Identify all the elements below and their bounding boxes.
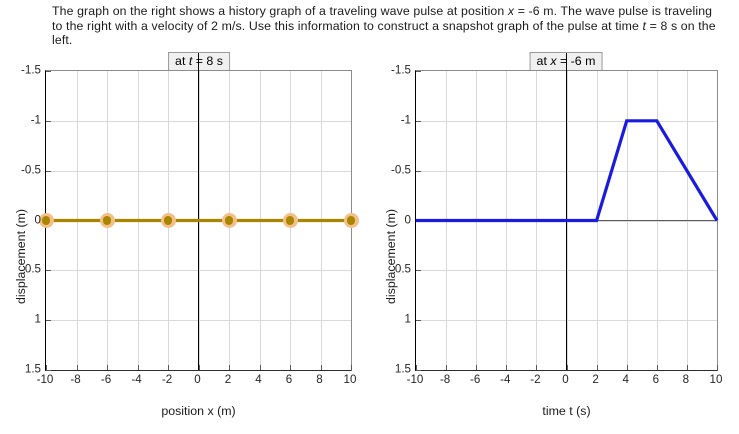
history-xaxis-title: time t (s) [542,404,591,418]
yaxis-tick-mark [416,71,421,72]
xaxis-tick-label: 10 [343,373,357,386]
xaxis-tick-mark [476,365,478,370]
yaxis-tick-label: -1.5 [391,63,411,77]
yaxis-tick-label: -0.5 [391,163,411,177]
xaxis-tick-label: -10 [406,373,424,386]
xaxis-tick-mark [198,365,200,370]
yaxis-tick-label: 1 [404,312,411,326]
history-plot-area[interactable] [415,53,719,371]
xaxis-tick-label: -6 [100,373,112,386]
yaxis-tick-label: 1 [34,312,41,326]
yaxis-tick-label: -1 [30,113,41,127]
yaxis-tick-mark [416,370,421,371]
draggable-data-point[interactable] [282,213,298,228]
problem-text-part3: = 8 s on the left. [52,18,716,48]
xaxis-tick-mark [107,365,108,370]
variable-t: t [642,18,647,33]
xaxis-tick-label: 4 [255,373,262,386]
draggable-data-point[interactable] [99,213,115,228]
yaxis-tick-mark [46,320,51,322]
xaxis-tick-label: 2 [224,373,232,386]
snapshot-plot-area[interactable] [38,53,359,371]
xaxis-tick-label: -8 [439,373,451,386]
yaxis-tick-label: -1.5 [21,63,41,77]
xaxis-tick-mark [259,365,261,370]
yaxis-tick-label: 0 [404,213,411,226]
callout-suffix: = 8 s [192,54,223,68]
xaxis-tick-label: 8 [682,373,690,386]
xaxis-tick-label: -2 [161,373,173,386]
problem-text-part1: The graph on the right shows a history g… [52,4,508,18]
xaxis-tick-mark [446,365,448,370]
yaxis-tick-mark [46,270,51,272]
xaxis-tick-mark [717,365,718,370]
callout-variable: x [550,54,557,68]
xaxis-tick-label: -10 [36,373,54,386]
xaxis-tick-mark [536,365,538,370]
yaxis-tick-mark [416,320,421,322]
yaxis-tick-label: 0.5 [394,262,411,276]
yaxis-tick-label: -0.5 [21,163,41,177]
xaxis-tick-label: 4 [622,373,629,386]
yaxis-tick-mark [46,170,51,172]
draggable-data-point[interactable] [221,213,237,228]
xaxis-tick-label: -4 [131,373,142,386]
xaxis-tick-label: 6 [652,373,660,386]
xaxis-tick-label: -4 [500,373,511,386]
draggable-data-point[interactable] [160,213,176,228]
xaxis-tick-label: -8 [70,373,81,386]
xaxis-tick-mark [626,365,628,370]
variable-x: x [507,4,515,18]
yaxis-tick-mark [46,370,51,371]
xaxis-tick-label: 8 [316,373,323,386]
snapshot-series-layer [46,218,351,223]
yaxis-tick-mark [46,71,51,72]
snapshot-xaxis-title: position x (m) [161,404,236,418]
yaxis-tick-label: 1.5 [394,362,411,376]
xaxis-tick-mark [656,365,658,370]
xaxis-tick-mark [229,365,230,370]
history-series-layer [416,119,719,223]
callout-variable: t [188,54,193,68]
problem-statement: The graph on the right shows a history g… [52,4,722,48]
yaxis-tick-mark [46,120,51,122]
xaxis-tick-label: 10 [709,373,723,386]
xaxis-tick-label: 0 [194,373,201,386]
yaxis-tick-label: 0 [34,213,41,226]
xaxis-tick-mark [351,365,352,370]
xaxis-tick-label: -2 [530,373,541,386]
xaxis-tick-mark [416,365,417,370]
yaxis-tick-label: 1.5 [24,362,41,376]
callout-prefix: at [175,54,189,68]
yaxis-tick-label: 0.5 [24,262,41,276]
xaxis-tick-mark [566,365,568,370]
xaxis-tick-label: 2 [592,373,599,386]
draggable-data-point[interactable] [343,213,359,228]
yaxis-tick-mark [416,170,421,172]
yaxis-tick-label: -1 [400,113,411,127]
callout-prefix: at [536,54,551,68]
draggable-data-point[interactable] [38,213,54,228]
vertical-marker-line [197,53,200,370]
xaxis-tick-mark [76,365,78,370]
yaxis-tick-mark [416,270,421,272]
xaxis-tick-label: 6 [285,373,293,386]
xaxis-tick-label: 0 [562,373,569,386]
vertical-marker-line [565,53,568,370]
xaxis-tick-mark [168,365,169,370]
xaxis-tick-mark [137,365,139,370]
snapshot-graph-panel: at t = 8 s position x (m) displacement (… [0,52,370,434]
yaxis-tick-mark [416,120,421,122]
problem-text-part2: = -6 m. The wave pulse is traveling to t… [52,4,713,33]
xaxis-tick-mark [46,365,47,370]
xaxis-tick-mark [506,365,508,370]
history-graph-panel: at x = -6 m time t (s) displacement (m) … [370,52,739,434]
xaxis-tick-mark [596,365,598,370]
xaxis-tick-mark [686,365,688,370]
xaxis-tick-label: -6 [470,373,481,386]
history-data-line [416,119,719,223]
xaxis-tick-mark [290,365,291,370]
callout-suffix: = -6 m [556,54,596,68]
xaxis-tick-mark [320,365,322,370]
